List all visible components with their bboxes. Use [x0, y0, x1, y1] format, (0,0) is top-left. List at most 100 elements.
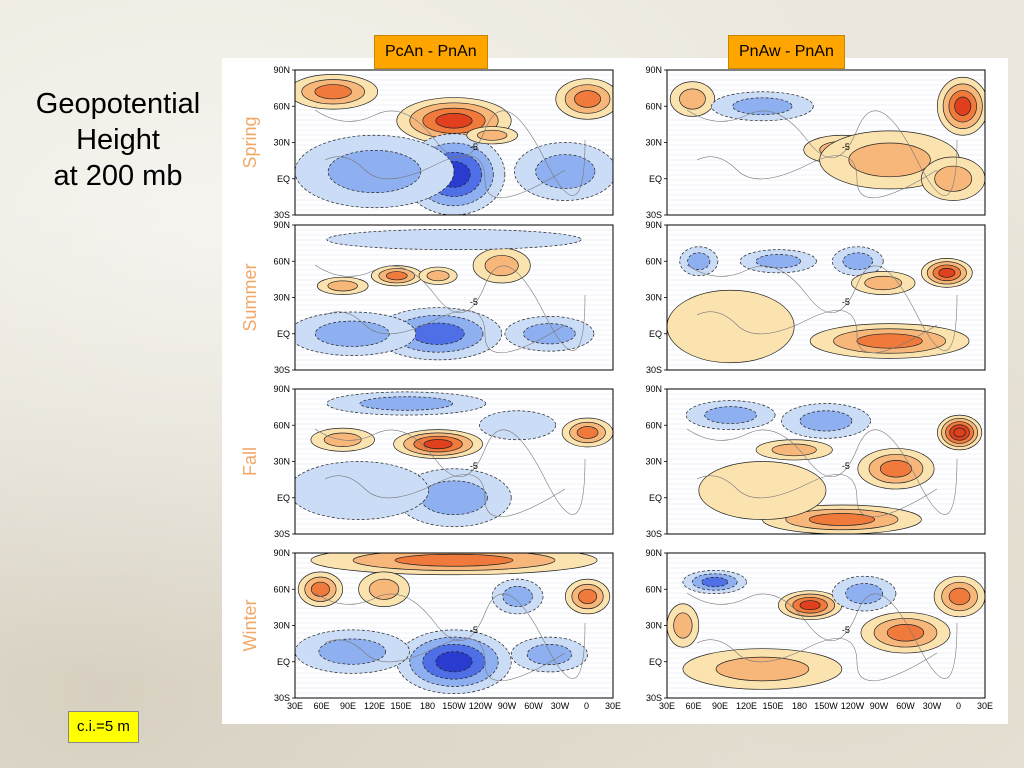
latitude-tick-label: 30N [273, 621, 290, 631]
contour-label: -5 [842, 297, 850, 307]
negative-anomaly-contour [411, 322, 465, 345]
latitude-tick-label: 30S [274, 365, 290, 375]
contour-label: -5 [470, 297, 478, 307]
positive-anomaly-contour [476, 129, 508, 141]
latitude-tick-label: 90N [273, 220, 290, 230]
negative-anomaly-contour [314, 320, 390, 347]
coastline [686, 592, 958, 679]
latitude-tick-label: 30N [645, 138, 662, 148]
negative-anomaly-contour [701, 576, 729, 588]
map-panel-spring-pcan: -5 90N 60N 30N EQ 30S [273, 65, 614, 220]
longitude-tick-label: 90E [340, 701, 356, 711]
latitude-tick-label: EQ [649, 657, 662, 667]
positive-anomaly-contour [934, 165, 973, 192]
latitude-tick-label: EQ [649, 329, 662, 339]
longitude-tick-label: 150E [390, 701, 411, 711]
latitude-tick-label: 30N [645, 457, 662, 467]
coastline [314, 428, 586, 515]
negative-anomaly-contour [359, 396, 454, 411]
latitude-tick-label: 30S [646, 693, 662, 703]
longitude-tick-label: 30W [551, 701, 570, 711]
map-panel-summer-pcan: -5 90N 60N 30N EQ 30S [273, 220, 614, 375]
negative-anomaly-contour [755, 254, 801, 269]
latitude-tick-label: 30N [273, 457, 290, 467]
longitude-tick-label: 120E [736, 701, 757, 711]
longitude-tick-label: 120W [469, 701, 493, 711]
longitude-tick-label: 180 [792, 701, 807, 711]
latitude-tick-label: 60N [273, 101, 290, 111]
negative-anomaly-contour [326, 229, 582, 251]
longitude-tick-label: 150E [762, 701, 783, 711]
latitude-tick-label: 30S [274, 210, 290, 220]
contour-label: -5 [470, 625, 478, 635]
latitude-tick-label: 30N [273, 293, 290, 303]
season-label-spring: Spring [240, 116, 260, 168]
latitude-tick-label: 60N [645, 584, 662, 594]
coastline [314, 592, 586, 679]
longitude-tick-label: 60E [685, 701, 701, 711]
negative-anomaly-contour [523, 323, 576, 345]
positive-anomaly-contour [879, 460, 913, 478]
coastline [324, 155, 566, 199]
longitude-tick-label: 30E [605, 701, 621, 711]
longitude-tick-label: 120E [364, 701, 385, 711]
positive-anomaly-contour [938, 267, 956, 278]
latitude-tick-label: 60N [273, 420, 290, 430]
positive-anomaly-contour [310, 581, 330, 597]
season-label-fall: Fall [240, 447, 260, 476]
season-label-summer: Summer [240, 263, 260, 331]
positive-anomaly-contour [953, 427, 966, 438]
positive-anomaly-contour [394, 553, 514, 567]
positive-anomaly-contour [886, 624, 925, 642]
latitude-tick-label: 60N [645, 420, 662, 430]
contour-label: -5 [842, 461, 850, 471]
negative-anomaly-contour [704, 406, 757, 424]
longitude-tick-label: 30E [287, 701, 303, 711]
coastline [324, 638, 566, 682]
latitude-tick-label: EQ [277, 174, 290, 184]
map-panel-summer-pnaw: -5 90N 60N 30N EQ 30S [645, 220, 986, 375]
positive-anomaly-contour [954, 96, 972, 116]
coastline [324, 474, 566, 518]
positive-anomaly-contour [673, 612, 693, 639]
contour-label: -5 [842, 142, 850, 152]
negative-anomaly-contour [295, 461, 429, 520]
latitude-tick-label: 60N [273, 584, 290, 594]
longitude-tick-label: 90W [870, 701, 889, 711]
contour-label: -5 [842, 625, 850, 635]
latitude-tick-label: 90N [273, 548, 290, 558]
longitude-tick-label: 120W [841, 701, 865, 711]
latitude-tick-label: 90N [645, 548, 662, 558]
positive-anomaly-contour [771, 443, 817, 457]
contour-label: -5 [470, 142, 478, 152]
positive-anomaly-contour [435, 113, 473, 129]
latitude-tick-label: 60N [645, 256, 662, 266]
positive-anomaly-contour [679, 88, 706, 110]
positive-anomaly-contour [799, 600, 821, 611]
negative-anomaly-contour [318, 638, 386, 665]
map-panel-spring-pnaw: -5 90N 60N 30N EQ 30S [645, 65, 986, 220]
longitude-tick-label: 150W [814, 701, 838, 711]
positive-anomaly-contour [864, 275, 903, 291]
negative-anomaly-contour [535, 154, 596, 189]
latitude-tick-label: 30S [274, 529, 290, 539]
latitude-tick-label: 30N [645, 293, 662, 303]
contour-interval-label: c.i.=5 m [68, 711, 139, 743]
latitude-tick-label: EQ [277, 657, 290, 667]
longitude-tick-label: 60W [896, 701, 915, 711]
latitude-tick-label: 60N [273, 256, 290, 266]
column-header-right: PnAw - PnAn [728, 35, 845, 69]
column-header-left: PcAn - PnAn [374, 35, 488, 69]
map-panel-fall-pnaw: -5 90N 60N 30N EQ 30S [645, 384, 986, 539]
negative-anomaly-contour [845, 583, 884, 605]
latitude-tick-label: EQ [277, 329, 290, 339]
coastline [696, 310, 938, 354]
negative-anomaly-contour [502, 585, 533, 607]
title-line-3: at 200 mb [53, 160, 183, 192]
positive-anomaly-contour [698, 461, 827, 520]
negative-anomaly-contour [799, 410, 853, 432]
latitude-tick-label: 30S [646, 529, 662, 539]
latitude-tick-label: 90N [645, 384, 662, 394]
